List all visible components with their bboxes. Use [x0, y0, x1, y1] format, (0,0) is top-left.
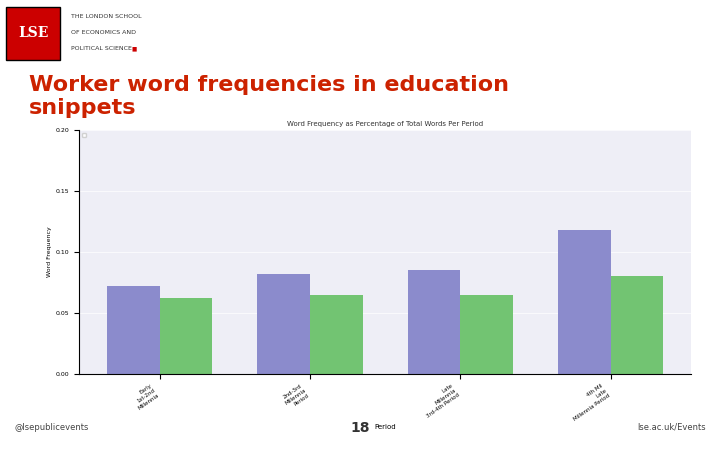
Bar [310, 294, 363, 374]
Text: @lsepublicevents: @lsepublicevents [14, 423, 89, 432]
Bar [107, 286, 160, 374]
Text: ■: ■ [132, 46, 137, 51]
Text: OF ECONOMICS AND: OF ECONOMICS AND [71, 30, 135, 35]
Text: LSE: LSE [18, 26, 48, 40]
FancyBboxPatch shape [6, 6, 60, 60]
Text: POLITICAL SCIENCE: POLITICAL SCIENCE [71, 46, 132, 51]
Legend:  [81, 133, 86, 137]
Bar [408, 270, 460, 374]
Text: 18: 18 [350, 420, 370, 435]
Bar [160, 298, 212, 374]
Bar [257, 274, 310, 374]
Title: Word Frequency as Percentage of Total Words Per Period: Word Frequency as Percentage of Total Wo… [287, 122, 483, 127]
Bar [460, 294, 513, 374]
Text: Worker word frequencies in education
snippets: Worker word frequencies in education sni… [29, 75, 509, 118]
Bar [611, 276, 663, 374]
Text: lse.ac.uk/Events: lse.ac.uk/Events [637, 423, 706, 432]
Text: THE LONDON SCHOOL: THE LONDON SCHOOL [71, 14, 141, 19]
Y-axis label: Word Frequency: Word Frequency [47, 227, 52, 277]
X-axis label: Period: Period [374, 424, 396, 430]
Bar [558, 230, 611, 374]
